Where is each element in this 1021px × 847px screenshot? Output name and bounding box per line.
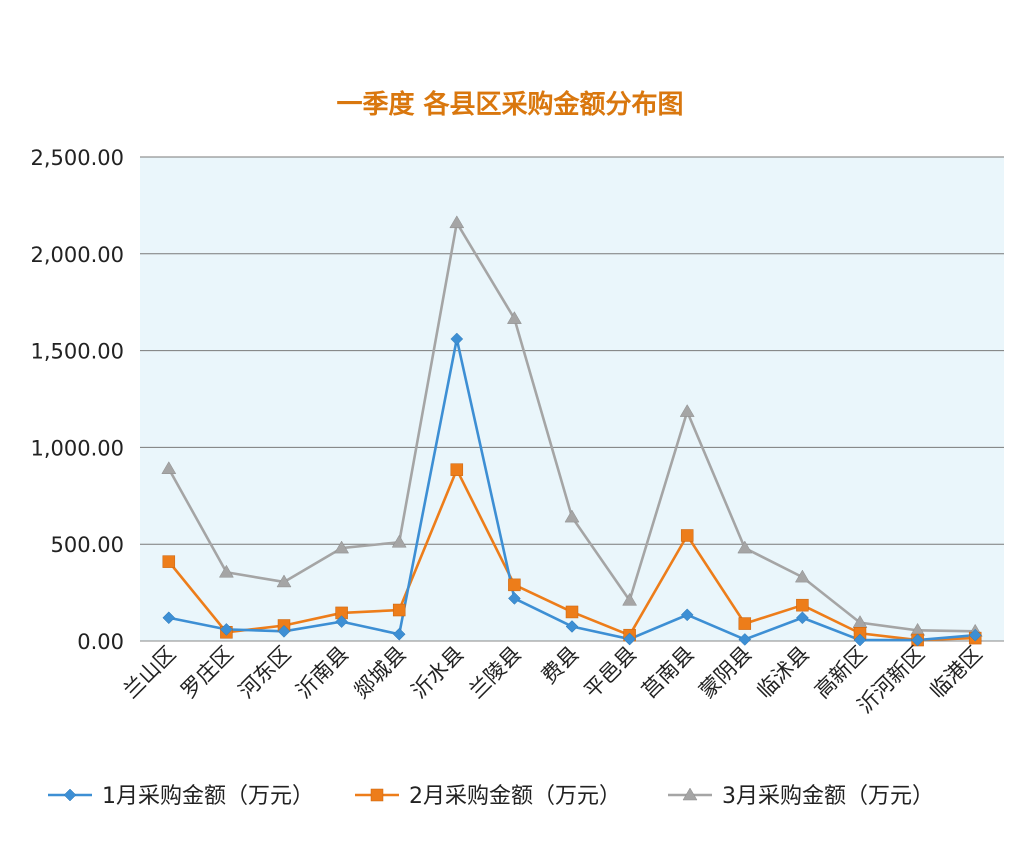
plot-area [140,157,1004,641]
series-1-point [450,332,464,346]
legend-label-1: 1月采购金额（万元） [102,784,314,809]
series-2-point [508,578,521,592]
series-3-point [391,534,407,548]
series-1-point [738,633,752,646]
series-1-point [565,620,579,633]
series-1-point [911,633,924,647]
series-2-point [738,617,752,630]
series-3-point [161,461,177,474]
series-1-point [796,611,809,625]
series-2-point [680,529,694,542]
series-2-point [565,605,579,619]
series-2-point [796,598,809,612]
x-tick-label: 临沭县 [752,642,814,704]
series-3-point [449,215,465,229]
series-1-point [508,592,521,605]
series-1-point [680,608,694,622]
series-1-point [220,623,233,636]
x-tick-label: 费县 [537,642,584,689]
y-tick-label: 1,500.00 [30,340,124,364]
x-tick-label: 蒙阴县 [695,642,757,704]
x-tick-label: 临港区 [925,642,987,704]
y-tick-label: 2,500.00 [30,146,124,170]
y-tick-label: 500.00 [51,533,124,557]
y-tick-label: 2,000.00 [30,243,124,267]
series-2-point [392,603,406,617]
y-tick-label: 1,000.00 [30,436,124,460]
series-3-point [737,540,753,554]
series-3-point [506,311,522,324]
series-1-point [162,611,176,625]
x-tick-label: 莒南县 [637,642,699,704]
series-3-point [564,509,580,523]
legend-label-3: 3月采购金额（万元） [722,784,934,809]
series-2-point [450,463,464,476]
x-tick-label: 沂南县 [292,642,354,704]
y-tick-label: 0.00 [77,630,124,654]
series-3-point [218,564,234,578]
legend: 1月采购金额（万元） 2月采购金额（万元） 3月采购金额（万元） [48,784,934,809]
series-1-point [623,632,636,646]
series-1-point [392,627,406,641]
legend-marker-1 [63,788,77,802]
y-axis-tick-labels: 0.00 500.00 1,000.00 1,500.00 2,000.00 2,500.… [30,146,124,654]
legend-label-2: 2月采购金额（万元） [409,784,621,809]
legend-marker-2 [370,788,384,802]
x-tick-label: 兰山区 [119,642,181,704]
series-3-point [794,569,810,583]
legend-marker-3 [682,787,698,801]
series-3-point [622,592,638,606]
series-markers [161,215,983,647]
series-1-point [335,615,348,628]
series-3-point [679,404,695,417]
x-tick-label: 河东区 [234,642,296,704]
series-1-point [853,633,867,647]
series-2-point [162,555,176,568]
series-1-point [277,624,291,638]
series-3-point [276,574,292,588]
x-tick-label: 平邑县 [580,642,642,704]
x-tick-label: 兰陵县 [464,642,526,704]
x-tick-label: 沂水县 [407,642,469,704]
x-tick-label: 郯城县 [349,642,411,704]
x-tick-label: 罗庄区 [176,642,238,704]
series-1-point [968,628,982,642]
series-3-point [334,540,350,554]
chart-title: 一季度 各县区采购金额分布图 [336,89,683,120]
